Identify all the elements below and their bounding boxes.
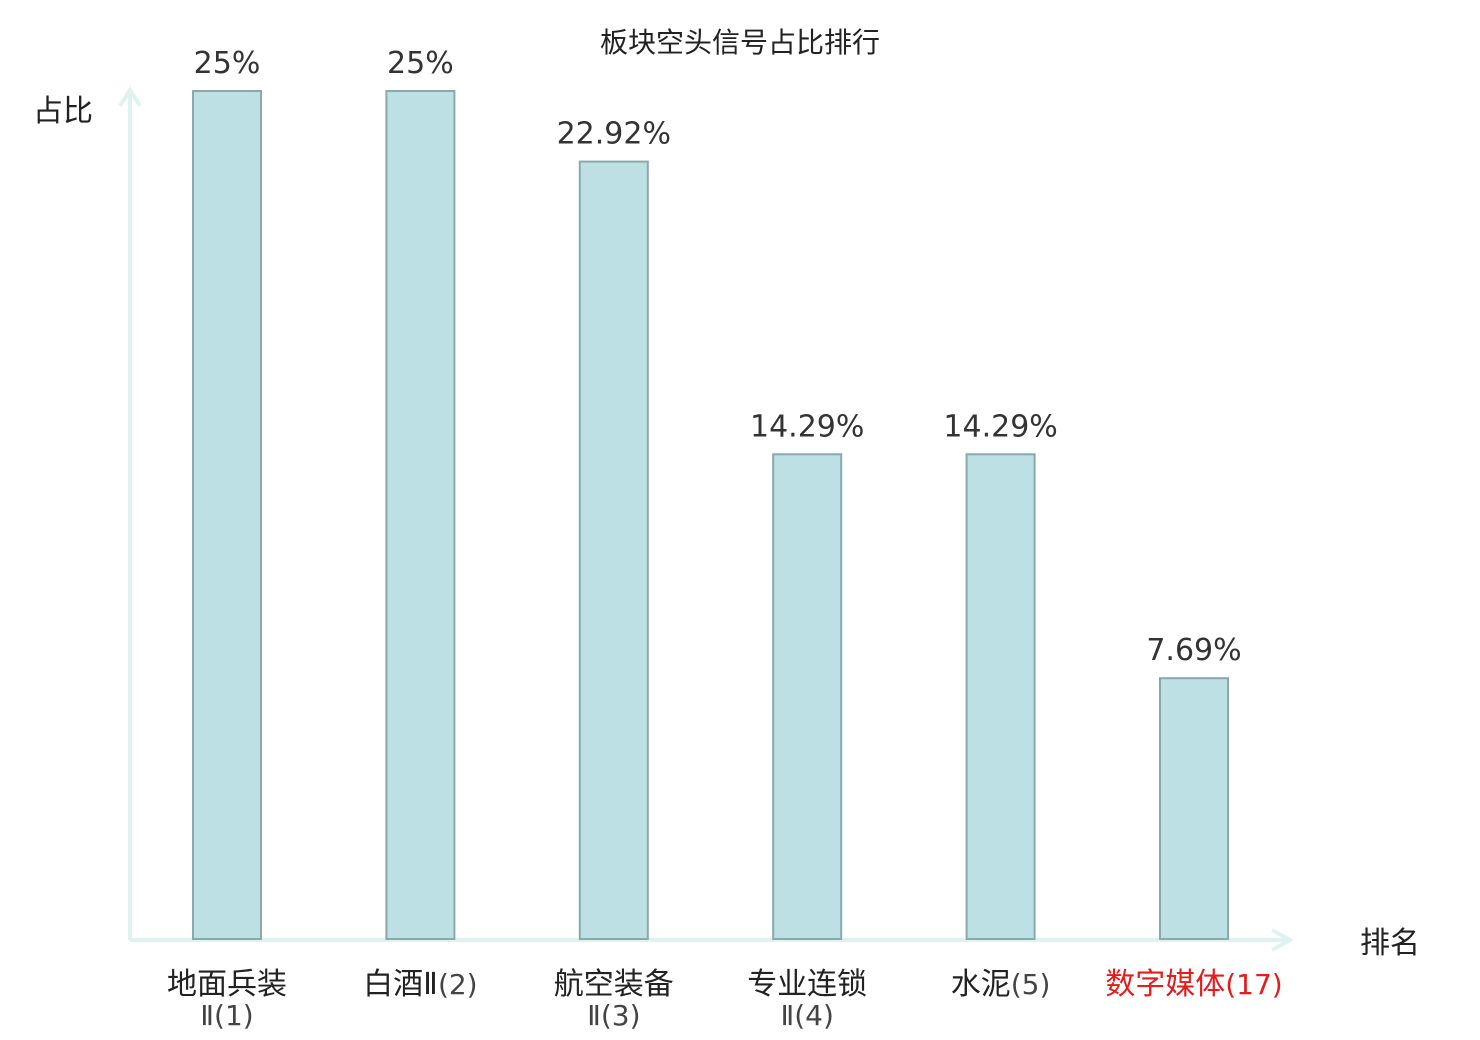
bar (1159, 677, 1229, 940)
category-rank-label: Ⅱ(1) (200, 999, 253, 1032)
bar-value-label: 7.69% (1146, 633, 1241, 668)
y-axis-label: 占比 (33, 94, 93, 129)
bars-group (192, 90, 1229, 941)
bar (772, 453, 843, 940)
category-name: 数字媒体 (1105, 967, 1225, 1002)
category-rank: (5) (1011, 968, 1051, 1001)
bar-value-label: 25% (194, 46, 261, 81)
x-axis-label: 排名 (1360, 926, 1420, 961)
category-label: 航空装备 (554, 967, 674, 1002)
bar-value-label: 22.92% (557, 117, 671, 152)
category-label: 水泥(5) (951, 967, 1051, 1002)
chart-title: 板块空头信号占比排行 (600, 26, 880, 59)
category-name: 白酒Ⅱ (363, 967, 438, 1002)
bar (578, 160, 649, 941)
bar-value-label: 25% (387, 46, 454, 81)
category-rank: (2) (438, 968, 478, 1001)
category-label: 专业连锁 (747, 967, 867, 1002)
x-axis (130, 928, 1295, 952)
bar (965, 453, 1036, 940)
bar-value-label: 14.29% (750, 409, 864, 444)
category-label: 白酒Ⅱ(2) (363, 967, 477, 1002)
category-label: 数字媒体(17) (1105, 967, 1282, 1002)
category-rank-label: Ⅱ(3) (587, 999, 640, 1032)
category-rank-label: Ⅱ(4) (780, 999, 833, 1032)
category-label: 地面兵装 (167, 967, 287, 1002)
bar (385, 90, 456, 940)
y-axis (118, 86, 142, 940)
category-name: 水泥 (951, 967, 1011, 1002)
category-rank: (17) (1225, 968, 1282, 1001)
value-labels-group: 25% 25% 22.92% 14.29% 14.29% 7.69% (194, 46, 1242, 668)
bar (192, 90, 262, 940)
bar-value-label: 14.29% (943, 409, 1057, 444)
